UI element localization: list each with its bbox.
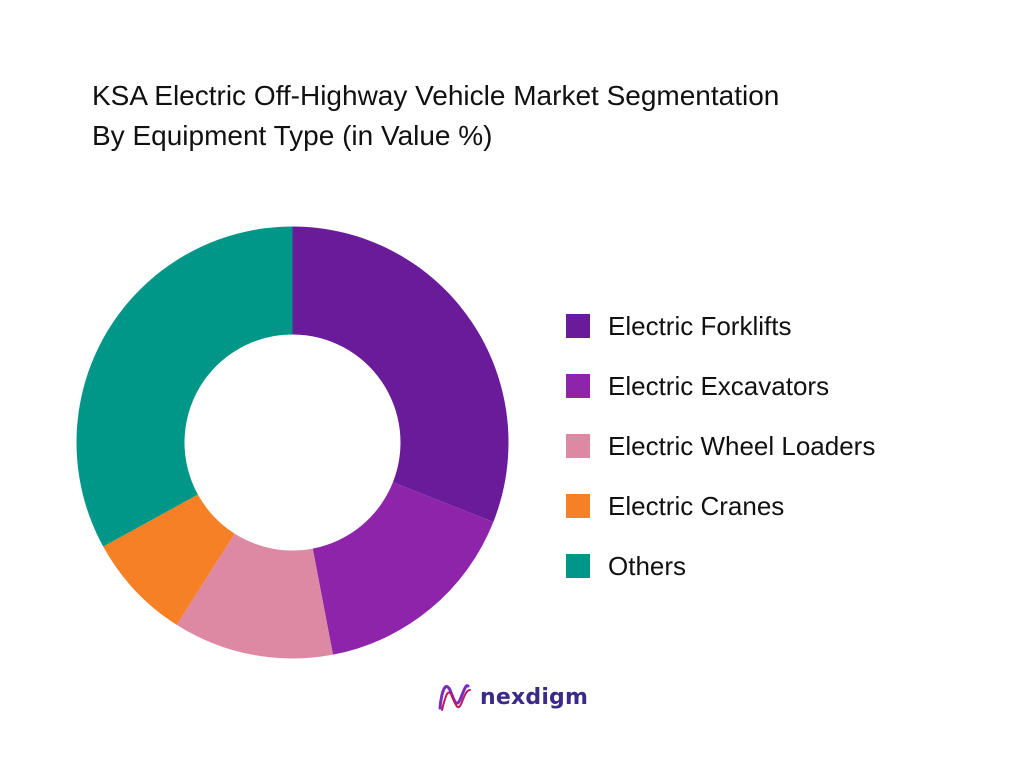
legend-item: Electric Cranes bbox=[566, 476, 875, 536]
legend-swatch bbox=[566, 434, 590, 458]
legend-item: Others bbox=[566, 536, 875, 596]
legend-swatch bbox=[566, 314, 590, 338]
legend-label: Electric Wheel Loaders bbox=[608, 430, 876, 461]
chart-title: KSA Electric Off-Highway Vehicle Market … bbox=[92, 76, 779, 156]
legend-label: Electric Forklifts bbox=[608, 310, 792, 341]
legend-swatch bbox=[566, 494, 590, 518]
chart-title-line: KSA Electric Off-Highway Vehicle Market … bbox=[92, 80, 780, 111]
brand-name: nexdigm bbox=[480, 684, 589, 710]
legend-item: Electric Excavators bbox=[566, 356, 875, 416]
donut-slice-others bbox=[76, 226, 293, 547]
donut-slice-electric-excavators bbox=[312, 482, 494, 655]
legend-item: Electric Wheel Loaders bbox=[566, 416, 875, 476]
chart-subtitle-line: By Equipment Type (in Value %) bbox=[92, 120, 493, 151]
donut-slice-electric-forklifts bbox=[292, 226, 509, 523]
legend-label: Others bbox=[608, 550, 687, 581]
donut-slice-electric-cranes bbox=[103, 494, 235, 625]
legend-swatch bbox=[566, 554, 590, 578]
brand-footer: nexdigm bbox=[436, 678, 588, 716]
legend-item: Electric Forklifts bbox=[566, 296, 875, 356]
legend-swatch bbox=[566, 374, 590, 398]
donut-slice-electric-wheel-loaders bbox=[176, 533, 333, 659]
legend-label: Electric Cranes bbox=[608, 490, 785, 521]
donut-chart bbox=[76, 226, 509, 659]
legend-label: Electric Excavators bbox=[608, 370, 830, 401]
nexdigm-logo-icon bbox=[438, 684, 471, 711]
chart-legend: Electric Forklifts Electric Excavators Ele… bbox=[566, 296, 875, 596]
